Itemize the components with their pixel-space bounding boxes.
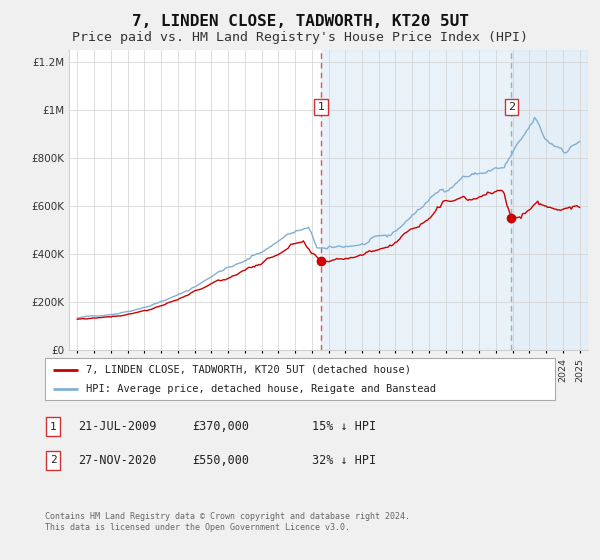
Text: 21-JUL-2009: 21-JUL-2009 [78, 420, 157, 433]
Text: 1: 1 [50, 422, 57, 432]
Text: Contains HM Land Registry data © Crown copyright and database right 2024.
This d: Contains HM Land Registry data © Crown c… [45, 512, 410, 532]
Bar [511, 50, 588, 350]
Text: HPI: Average price, detached house, Reigate and Banstead: HPI: Average price, detached house, Reig… [86, 384, 436, 394]
Text: 7, LINDEN CLOSE, TADWORTH, KT20 5UT: 7, LINDEN CLOSE, TADWORTH, KT20 5UT [131, 14, 469, 29]
Text: Price paid vs. HM Land Registry's House Price Index (HPI): Price paid vs. HM Land Registry's House … [72, 31, 528, 44]
Text: 2: 2 [50, 455, 57, 465]
Text: 2: 2 [508, 102, 515, 113]
Text: 27-NOV-2020: 27-NOV-2020 [78, 454, 157, 467]
Text: 1: 1 [317, 102, 325, 113]
Text: 32% ↓ HPI: 32% ↓ HPI [312, 454, 376, 467]
Text: 7, LINDEN CLOSE, TADWORTH, KT20 5UT (detached house): 7, LINDEN CLOSE, TADWORTH, KT20 5UT (det… [86, 365, 411, 375]
Bar [46, 417, 61, 436]
Text: £370,000: £370,000 [192, 420, 249, 433]
Text: 15% ↓ HPI: 15% ↓ HPI [312, 420, 376, 433]
Bar [46, 451, 61, 470]
Bar [321, 50, 588, 350]
Text: £550,000: £550,000 [192, 454, 249, 467]
